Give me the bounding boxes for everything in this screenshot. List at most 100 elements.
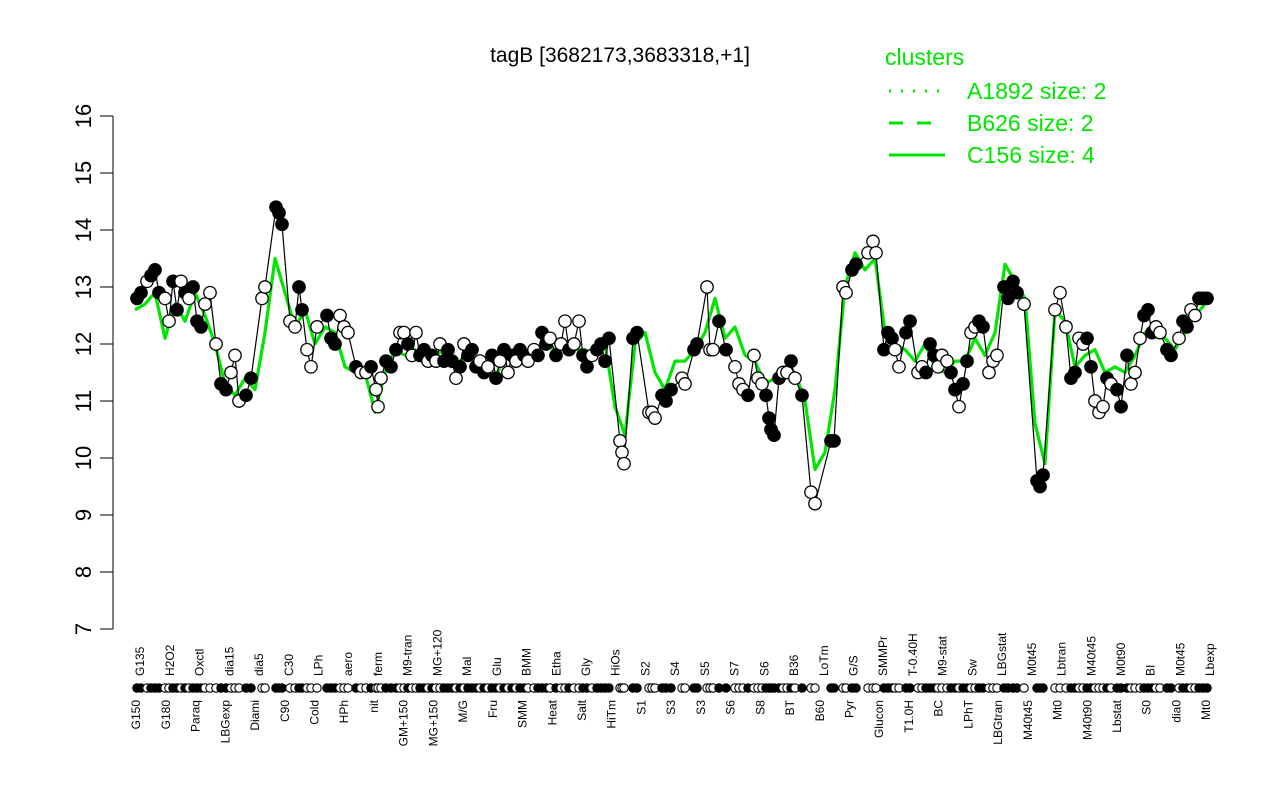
data-point bbox=[952, 399, 966, 414]
x-tick-label: G180 bbox=[159, 700, 173, 730]
x-tick-label: LPhT bbox=[961, 699, 975, 728]
x-tick-label: dia0 bbox=[1169, 700, 1183, 723]
x-tick-label: BMM bbox=[520, 648, 534, 676]
data-point bbox=[453, 359, 467, 374]
data-point bbox=[919, 365, 933, 380]
x-axis-labels: G135 H2O2 Oxctl dia15 dia5 C30 LPh aero ferm M9-t… bbox=[129, 629, 1217, 746]
x-tick-label: LoTm bbox=[817, 645, 831, 676]
x-tick-label: C30 bbox=[282, 654, 296, 676]
x-tick-label: MG+120 bbox=[430, 629, 444, 676]
data-point bbox=[617, 456, 631, 471]
data-point bbox=[389, 342, 403, 357]
data-point bbox=[762, 411, 776, 425]
x-tick-label: Lbexp bbox=[1203, 643, 1217, 676]
x-tick-label: Fru bbox=[486, 700, 500, 718]
data-point bbox=[531, 348, 545, 363]
data-point bbox=[1120, 348, 1134, 363]
y-axis: 7 8 9 10 11 12 13 14 15 16 bbox=[71, 104, 114, 635]
x-tick-label: Mt0 bbox=[1199, 700, 1213, 720]
data-point bbox=[397, 325, 411, 340]
x-tick-label: dia5 bbox=[252, 653, 266, 676]
data-point bbox=[186, 280, 200, 294]
data-point bbox=[784, 354, 798, 368]
data-point bbox=[1036, 468, 1050, 482]
legend-label: C156 size: 4 bbox=[967, 141, 1095, 168]
data-point bbox=[982, 365, 996, 380]
data-point bbox=[401, 337, 415, 351]
x-tick-label: Pyr bbox=[843, 700, 857, 718]
data-point bbox=[839, 285, 853, 300]
x-tick-label: aero bbox=[341, 652, 355, 676]
data-point bbox=[272, 206, 286, 220]
x-tick-label: S3 bbox=[694, 700, 708, 715]
data-point bbox=[255, 291, 269, 306]
data-point bbox=[198, 297, 212, 311]
x-tick-label: LPh bbox=[312, 655, 326, 676]
data-point bbox=[1172, 331, 1186, 346]
data-point bbox=[333, 308, 347, 323]
data-point bbox=[134, 285, 148, 300]
data-point bbox=[827, 434, 841, 448]
x-tick-label: B36 bbox=[787, 654, 801, 676]
data-point bbox=[808, 496, 822, 511]
y-tick-label: 11 bbox=[71, 390, 96, 413]
data-point bbox=[1006, 274, 1020, 289]
x-tick-label: M40t45 bbox=[1021, 700, 1035, 740]
data-point bbox=[899, 325, 913, 340]
x-tick-label: Mal bbox=[460, 657, 474, 676]
dashed-line-icon bbox=[885, 120, 945, 126]
x-tick-label: dia15 bbox=[222, 646, 236, 676]
data-point bbox=[300, 342, 314, 357]
x-tick-label: SMM bbox=[516, 700, 530, 728]
x-tick-label: S3 bbox=[664, 700, 678, 715]
x-tick-label: M/G bbox=[456, 700, 470, 723]
data-point bbox=[741, 388, 755, 403]
data-point bbox=[224, 365, 238, 380]
x-axis-rug bbox=[132, 683, 1212, 693]
x-tick-label: BC bbox=[932, 700, 946, 717]
x-tick-label: LBGstat bbox=[995, 632, 1009, 676]
x-tick-label: S2 bbox=[638, 661, 652, 676]
data-point bbox=[903, 314, 917, 329]
x-tick-label: LBGexp bbox=[218, 700, 232, 744]
data-point bbox=[706, 342, 720, 357]
data-point bbox=[1017, 297, 1031, 311]
y-tick-label: 15 bbox=[71, 161, 96, 185]
x-tick-label: S6 bbox=[724, 700, 738, 715]
data-point bbox=[788, 371, 802, 386]
data-point bbox=[602, 331, 616, 346]
data-point bbox=[244, 371, 258, 386]
x-tick-label: Lbstat bbox=[1110, 699, 1124, 732]
data-point bbox=[700, 280, 714, 294]
x-tick-label: B60 bbox=[813, 700, 827, 722]
data-point bbox=[371, 399, 385, 414]
x-tick-label: Heat bbox=[545, 699, 559, 725]
data-point bbox=[1048, 302, 1062, 317]
data-point bbox=[162, 314, 176, 329]
data-point bbox=[767, 428, 781, 443]
data-point bbox=[719, 342, 733, 357]
data-point bbox=[170, 302, 184, 317]
cluster-line bbox=[134, 251, 1207, 471]
data-point bbox=[664, 382, 678, 397]
x-tick-label: nit bbox=[367, 699, 381, 712]
x-tick-label: M40t90 bbox=[1080, 700, 1094, 740]
data-point bbox=[615, 445, 629, 460]
data-point bbox=[481, 359, 495, 374]
x-tick-label: Mt0 bbox=[1051, 700, 1065, 720]
x-tick-label: S4 bbox=[668, 661, 682, 676]
x-tick-label: HPh bbox=[337, 700, 351, 723]
data-point bbox=[194, 320, 208, 334]
data-point bbox=[976, 320, 990, 334]
data-point bbox=[182, 291, 196, 306]
x-tick-label: S1 bbox=[634, 700, 648, 715]
data-point bbox=[489, 371, 503, 386]
legend-entry-c156: C156 size: 4 bbox=[885, 139, 1106, 171]
data-point bbox=[728, 359, 742, 374]
x-tick-label: Glu bbox=[490, 657, 504, 676]
data-point bbox=[940, 354, 954, 368]
x-tick-label: LBGtran bbox=[991, 700, 1005, 745]
data-point bbox=[944, 365, 958, 380]
data-point bbox=[174, 274, 188, 289]
data-point bbox=[465, 342, 479, 357]
